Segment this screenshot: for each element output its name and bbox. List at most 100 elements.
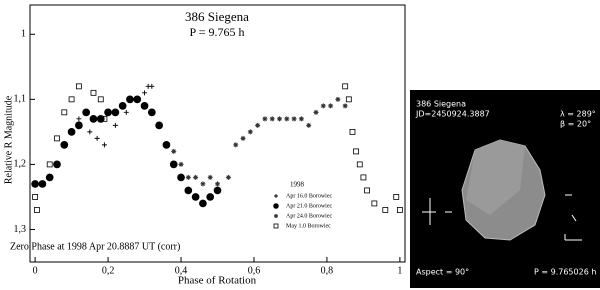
data-point <box>171 148 177 154</box>
data-point <box>90 89 97 96</box>
crosshair <box>422 194 582 241</box>
data-point <box>169 160 178 169</box>
data-point <box>328 103 334 109</box>
data-point <box>31 180 39 188</box>
data-point <box>118 101 127 110</box>
data-point <box>291 116 297 122</box>
data-point <box>349 128 356 135</box>
data-point <box>277 116 283 122</box>
data-point <box>240 135 246 141</box>
data-point <box>87 129 93 135</box>
data-point <box>82 108 91 117</box>
data-point <box>233 142 239 148</box>
panel-aspect: Aspect = 90° <box>416 268 469 277</box>
legend-label: Apr 24.0 Borowiec <box>286 213 332 219</box>
data-point <box>75 83 82 90</box>
data-point <box>298 116 304 122</box>
data-point <box>94 135 100 141</box>
data-point <box>34 207 40 213</box>
data-point <box>207 174 213 180</box>
data-point <box>371 200 378 207</box>
data-point <box>162 141 171 149</box>
data-point <box>142 90 148 96</box>
data-point <box>140 101 149 110</box>
data-point <box>199 199 207 208</box>
data-point <box>193 174 199 180</box>
chart-subtitle: P = 9.765 h <box>190 25 245 39</box>
x-tick-label: 1 <box>397 265 402 276</box>
y-tick-label: 1 <box>21 29 26 40</box>
data-point <box>178 161 184 167</box>
data-point <box>45 173 54 182</box>
data-point <box>247 129 253 135</box>
x-tick-label: 0,2 <box>102 265 115 276</box>
data-point <box>32 194 39 200</box>
data-point <box>149 83 155 89</box>
plot-frame <box>29 4 406 263</box>
data-point <box>353 148 360 155</box>
data-point <box>345 96 352 103</box>
y-tick-label: 1,1 <box>14 94 27 105</box>
data-point <box>96 115 105 123</box>
data-point <box>335 96 341 102</box>
data-point <box>269 116 275 122</box>
y-tick-label: 1,3 <box>14 224 27 235</box>
x-tick-label: 0,8 <box>321 265 334 276</box>
data-point <box>123 109 129 115</box>
data-point <box>342 103 348 109</box>
data-point <box>396 207 403 213</box>
data-point <box>76 116 82 122</box>
x-tick-label: 0,6 <box>248 265 261 276</box>
data-point <box>382 207 389 213</box>
legend-label: Apr 21.0 Borowiec <box>286 203 332 209</box>
data-point <box>177 173 185 182</box>
annotation: Zero Phase at 1998 Apr 20.8887 UT (corr) <box>10 241 180 252</box>
data-point <box>89 115 98 123</box>
legend-label: May 1.0 Borowiec <box>286 223 331 229</box>
data-point <box>225 174 231 180</box>
data-point <box>133 95 142 104</box>
data-point <box>184 186 193 195</box>
data-point <box>101 115 108 122</box>
asteroid-facet <box>466 140 525 215</box>
legend-marker <box>274 194 278 198</box>
data-point <box>262 116 268 122</box>
data-point <box>320 103 326 109</box>
legend-marker <box>273 223 279 229</box>
data-point <box>313 109 319 115</box>
data-point <box>360 174 367 181</box>
data-point <box>356 161 363 168</box>
data-point <box>54 135 60 142</box>
data-point <box>38 180 47 188</box>
x-tick-label: 0 <box>33 265 38 276</box>
data-point <box>53 160 61 169</box>
data-point <box>206 193 215 201</box>
chart-title: 386 Siegena <box>185 9 249 24</box>
panel-name: 386 Siegena <box>416 100 466 109</box>
data-point <box>104 108 112 117</box>
x-axis-label: Phase of Rotation <box>178 275 257 287</box>
data-point <box>306 122 312 128</box>
legend-marker <box>273 203 279 209</box>
data-point <box>126 95 134 104</box>
y-axis-label: Relative R Magnitude <box>3 95 14 184</box>
data-point <box>68 96 75 103</box>
data-point <box>46 161 53 168</box>
data-point <box>364 187 370 194</box>
panel-period: P = 9.765026 h <box>534 268 596 277</box>
data-point <box>255 122 261 128</box>
data-point <box>215 181 220 187</box>
data-point <box>39 181 46 187</box>
legend-label: Apr 16.0 Borowiec <box>286 193 332 199</box>
x-tick-label: 0,4 <box>175 265 188 276</box>
data-point <box>213 186 222 195</box>
panel-lambda: λ = 289° <box>560 110 596 119</box>
data-point <box>61 109 68 116</box>
data-point <box>147 108 156 117</box>
model-panel: 386 Siegena JD=2450924.3887 λ = 289° β =… <box>410 90 600 288</box>
panel-jd: JD=2450924.3887 <box>415 110 490 119</box>
data-point <box>200 181 206 187</box>
legend-marker <box>274 214 278 218</box>
